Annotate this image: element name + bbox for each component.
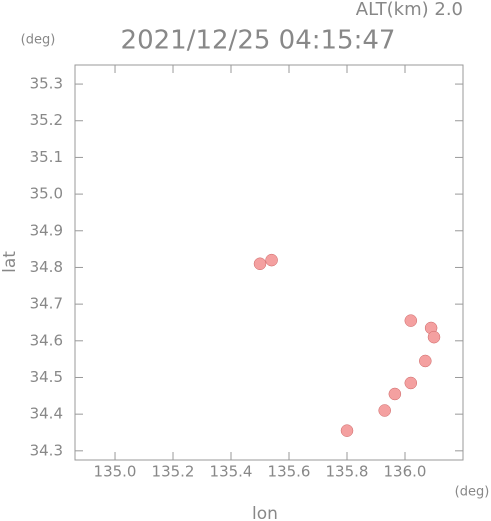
plot-frame: [74, 64, 464, 461]
echo-point: [419, 354, 432, 368]
echo-point: [340, 424, 354, 437]
y-tick-label: 35.0: [30, 185, 63, 203]
x-tick-label: 135.0: [94, 463, 137, 481]
x-unit: (deg): [455, 485, 490, 500]
echo-point: [404, 314, 418, 327]
x-tick-label: 135.2: [152, 463, 195, 481]
y-tick-label: 35.1: [30, 148, 63, 166]
y-tick-label: 34.6: [30, 331, 63, 349]
x-tick-label: 135.4: [210, 463, 253, 481]
y-tick-label: 34.8: [30, 258, 63, 276]
y-tick-label: 34.7: [30, 295, 63, 313]
echo-point: [427, 330, 441, 344]
echo-point: [253, 257, 267, 271]
altitude-label: ALT(km) 2.0: [356, 0, 463, 20]
y-tick-label: 34.9: [30, 221, 63, 239]
echo-point: [388, 387, 402, 401]
y-tick-label: 35.2: [30, 111, 63, 129]
y-tick-label: 35.3: [30, 75, 63, 93]
y-tick-label: 34.4: [30, 405, 63, 423]
chart-title: 2021/12/25 04:15:47: [121, 26, 396, 56]
y-tick-label: 34.5: [30, 368, 63, 386]
echo-point: [265, 253, 278, 267]
x-label: lon: [252, 504, 278, 521]
y-tick-label: 34.3: [30, 441, 63, 459]
echo-point: [404, 376, 418, 390]
x-tick-label: 135.8: [326, 463, 369, 481]
y-label: lat: [0, 251, 20, 273]
x-tick-label: 135.6: [268, 463, 311, 481]
y-unit: (deg): [21, 33, 56, 48]
x-tick-label: 136.0: [384, 463, 427, 481]
echo-point: [378, 404, 391, 417]
